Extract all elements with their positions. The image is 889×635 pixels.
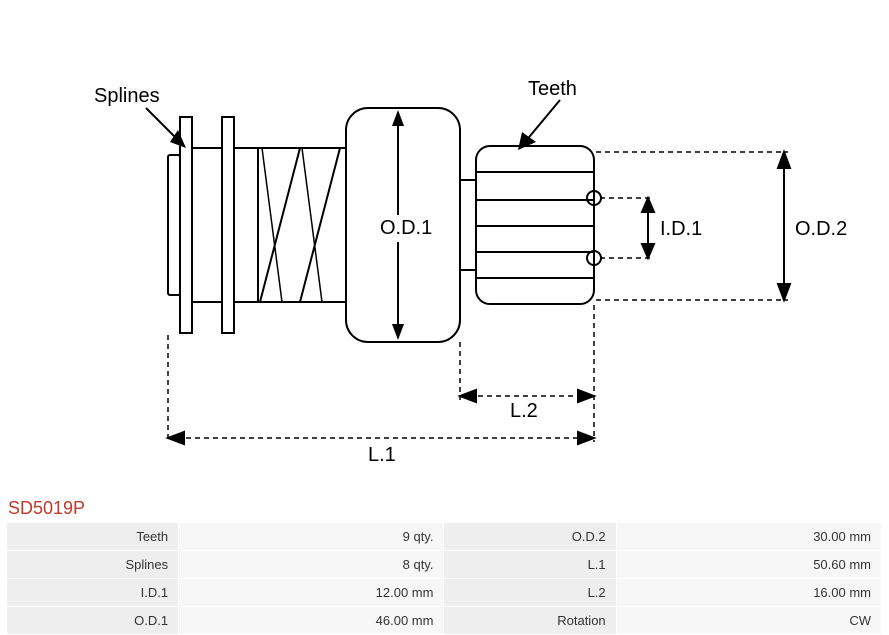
label-od1: O.D.1 bbox=[376, 215, 436, 242]
table-row: Teeth 9 qty. O.D.2 30.00 mm bbox=[7, 523, 881, 550]
spec-value: 12.00 mm bbox=[179, 579, 443, 606]
spec-key: O.D.1 bbox=[7, 607, 178, 634]
part-number: SD5019P bbox=[8, 498, 85, 519]
technical-diagram: Splines Teeth O.D.1 I.D.1 O.D.2 L.2 L.1 bbox=[0, 0, 889, 490]
specs-table: Teeth 9 qty. O.D.2 30.00 mm Splines 8 qt… bbox=[6, 522, 882, 635]
spec-key: L.1 bbox=[444, 551, 615, 578]
spec-value: 9 qty. bbox=[179, 523, 443, 550]
table-row: O.D.1 46.00 mm Rotation CW bbox=[7, 607, 881, 634]
spec-value: 8 qty. bbox=[179, 551, 443, 578]
spec-value: 50.60 mm bbox=[617, 551, 881, 578]
label-l1: L.1 bbox=[368, 444, 396, 467]
spec-value: 30.00 mm bbox=[617, 523, 881, 550]
spec-value: 16.00 mm bbox=[617, 579, 881, 606]
label-teeth: Teeth bbox=[528, 78, 577, 101]
label-splines: Splines bbox=[94, 85, 160, 108]
spec-key: L.2 bbox=[444, 579, 615, 606]
table-row: I.D.1 12.00 mm L.2 16.00 mm bbox=[7, 579, 881, 606]
spec-key: I.D.1 bbox=[7, 579, 178, 606]
diagram-svg bbox=[0, 0, 889, 490]
table-row: Splines 8 qty. L.1 50.60 mm bbox=[7, 551, 881, 578]
label-id1: I.D.1 bbox=[660, 218, 702, 241]
label-od2: O.D.2 bbox=[795, 218, 847, 241]
spec-key: Rotation bbox=[444, 607, 615, 634]
label-l2: L.2 bbox=[510, 400, 538, 423]
spec-value: 46.00 mm bbox=[179, 607, 443, 634]
spec-key: O.D.2 bbox=[444, 523, 615, 550]
spec-key: Splines bbox=[7, 551, 178, 578]
spec-value: CW bbox=[617, 607, 881, 634]
spec-key: Teeth bbox=[7, 523, 178, 550]
